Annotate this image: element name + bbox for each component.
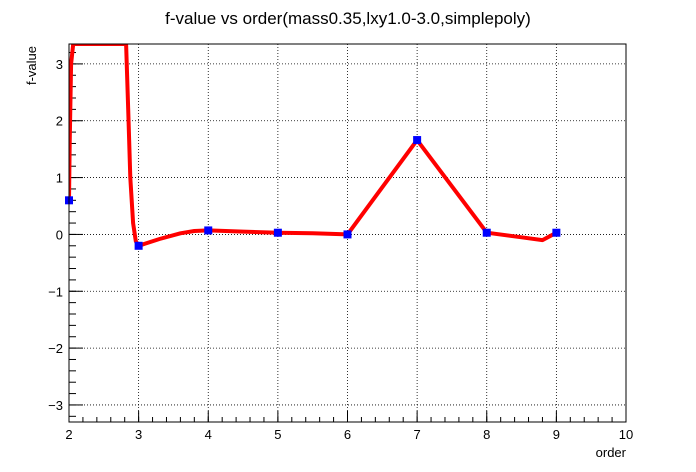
y-tick-label: −2 xyxy=(48,341,63,356)
x-axis-label: order xyxy=(596,445,627,460)
data-point xyxy=(204,226,213,235)
data-point xyxy=(482,228,491,237)
y-tick-label: 3 xyxy=(56,57,63,72)
x-tick-label: 9 xyxy=(553,427,560,442)
x-tick-label: 10 xyxy=(619,427,633,442)
fit-curve xyxy=(69,44,559,248)
curve-layer xyxy=(69,44,559,248)
y-axis-label: f-value xyxy=(24,46,39,85)
data-point xyxy=(343,230,352,239)
chart-title: f-value vs order(mass0.35,lxy1.0-3.0,sim… xyxy=(165,9,531,28)
x-tick-label: 4 xyxy=(205,427,212,442)
tick-labels: 2 3 4 5 6 7 8 9 10 −3 −2 −1 0 1 2 3 xyxy=(48,57,633,442)
x-tick-label: 3 xyxy=(135,427,142,442)
x-tick-label: 7 xyxy=(414,427,421,442)
y-tick-label: 1 xyxy=(56,171,63,186)
y-tick-label: 2 xyxy=(56,114,63,129)
plot-frame xyxy=(68,43,627,423)
data-point xyxy=(413,136,422,145)
y-tick-label: −3 xyxy=(48,398,63,413)
y-tick-label: 0 xyxy=(56,227,63,242)
x-tick-label: 6 xyxy=(344,427,351,442)
x-tick-label: 2 xyxy=(65,427,72,442)
data-point xyxy=(273,228,282,237)
x-tick-label: 5 xyxy=(274,427,281,442)
data-point xyxy=(134,241,143,250)
y-tick-label: −1 xyxy=(48,284,63,299)
data-point xyxy=(552,228,561,237)
x-tick-label: 8 xyxy=(483,427,490,442)
